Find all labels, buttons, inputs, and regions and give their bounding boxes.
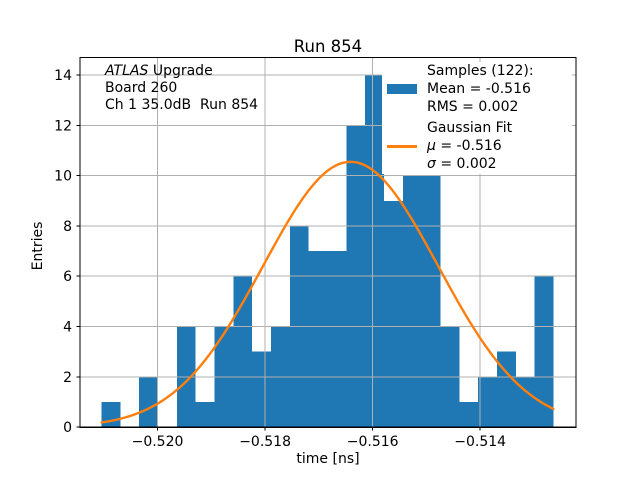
histogram-bar <box>478 376 497 428</box>
legend-label: μ = -0.516 <box>427 138 502 154</box>
legend-label: Samples (122): <box>427 63 534 79</box>
annotation-line: Board 260 <box>105 80 178 96</box>
svg-text:−0.514: −0.514 <box>454 434 506 450</box>
gaussian-fit-swatch <box>387 144 417 148</box>
svg-text:0: 0 <box>63 420 72 436</box>
svg-text:−0.516: −0.516 <box>347 434 399 450</box>
svg-text:8: 8 <box>63 219 72 235</box>
legend-label: Gaussian Fit <box>427 120 513 136</box>
legend-label: RMS = 0.002 <box>427 99 519 115</box>
legend-label: Mean = -0.516 <box>427 81 531 97</box>
y-tick-labels: 0 2 4 6 8 10 12 14 <box>54 68 72 436</box>
legend-row: σ = 0.002 <box>382 155 572 173</box>
legend: Samples (122): Mean = -0.516 RMS = 0.002 Ga… <box>382 62 572 174</box>
histogram-bar <box>233 276 253 428</box>
legend-row: μ = -0.516 <box>382 137 572 155</box>
gaussian-fit-curve <box>100 160 555 424</box>
legend-row: Mean = -0.516 <box>382 80 572 98</box>
histogram-bar <box>139 376 159 428</box>
y-axis-label: Entries <box>30 221 46 271</box>
legend-row: Samples (122): <box>382 62 572 80</box>
histogram-bar <box>515 376 535 428</box>
histogram-bar <box>421 175 441 428</box>
svg-text:2: 2 <box>63 370 72 386</box>
svg-text:6: 6 <box>63 269 72 285</box>
annotation-line: ATLAS Upgrade <box>105 63 213 79</box>
histogram-bar <box>252 351 271 428</box>
legend-row: Gaussian Fit <box>382 119 572 137</box>
histogram-bar <box>383 200 403 428</box>
svg-text:4: 4 <box>63 320 72 336</box>
legend-swatch <box>387 84 417 94</box>
histogram-bar <box>327 251 347 428</box>
x-axis-label: time [ns] <box>296 451 360 467</box>
svg-text:−0.518: −0.518 <box>239 434 291 450</box>
svg-text:−0.520: −0.520 <box>132 434 184 450</box>
svg-text:14: 14 <box>54 68 72 84</box>
x-tick-labels: −0.520 −0.518 −0.516 −0.514 <box>132 434 507 450</box>
histogram-bar <box>402 175 422 428</box>
histogram-bar <box>534 276 554 428</box>
histogram-bar <box>195 402 215 428</box>
annotation-line: Ch 1 35.0dB Run 854 <box>105 97 259 113</box>
histogram-bar <box>308 251 328 428</box>
svg-text:10: 10 <box>54 169 72 185</box>
histogram-bar <box>496 351 516 428</box>
legend-label: σ = 0.002 <box>427 156 497 172</box>
annotation-text: ATLAS Upgrade Board 260 Ch 1 35.0dB Run 85… <box>105 63 258 114</box>
chart-title: Run 854 <box>293 37 363 56</box>
histogram-bar <box>365 74 384 428</box>
axes-frame <box>79 56 577 428</box>
samples-swatch <box>387 84 417 94</box>
histogram-bar <box>459 402 479 428</box>
svg-text:12: 12 <box>54 118 72 134</box>
legend-swatch <box>387 144 417 148</box>
legend-row: RMS = 0.002 <box>382 98 572 116</box>
histogram-bar <box>101 402 121 428</box>
